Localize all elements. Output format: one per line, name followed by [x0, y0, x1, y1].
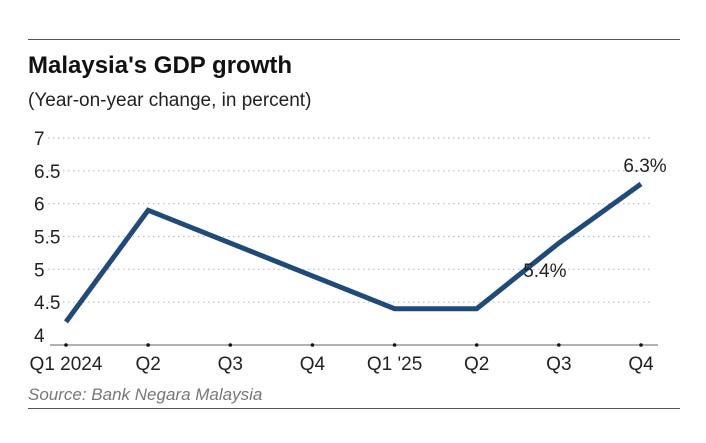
chart-card: Malaysia's GDP growth (Year-on-year chan…: [28, 39, 680, 409]
x-tick-label: Q4: [300, 354, 326, 375]
y-tick-label: 7: [34, 129, 45, 150]
x-tick-label: Q2: [464, 354, 489, 375]
data-line: [63, 181, 643, 324]
x-tick-label: Q2: [135, 354, 160, 375]
y-tick-label: 5: [34, 260, 45, 281]
x-tick: [639, 343, 643, 347]
chart-source: Source: Bank Negara Malaysia: [28, 385, 263, 404]
x-tick-label: Q1 2024: [30, 354, 103, 375]
y-tick-label: 6: [34, 195, 45, 216]
y-tick-label: 5.5: [34, 228, 60, 249]
x-tick: [228, 343, 233, 347]
x-tick-label: Q4: [628, 354, 654, 375]
x-tick: [474, 343, 479, 347]
x-tick-label: Q1 '25: [367, 354, 422, 375]
line-chart: 4 4.5 5 5.5 6 6.5 7 Q1 2024 Q2 Q3 Q4 Q1 '25 Q2 Q3 Q4 5.…: [30, 129, 667, 375]
y-tick-label: 4: [34, 326, 45, 347]
y-tick-label: 4.5: [34, 293, 60, 314]
x-tick: [64, 343, 68, 347]
data-label: 6.3%: [623, 156, 666, 177]
x-tick: [146, 343, 150, 347]
x-tick-label: Q3: [218, 354, 243, 375]
x-tick: [310, 343, 315, 347]
chart-subtitle: (Year-on-year change, in percent): [28, 90, 312, 111]
y-tick-label: 6.5: [34, 162, 60, 183]
chart-title: Malaysia's GDP growth: [28, 52, 293, 79]
x-tick-label: Q3: [546, 354, 571, 375]
data-label: 5.4%: [523, 261, 566, 282]
x-tick: [557, 343, 561, 347]
x-tick: [392, 343, 397, 347]
